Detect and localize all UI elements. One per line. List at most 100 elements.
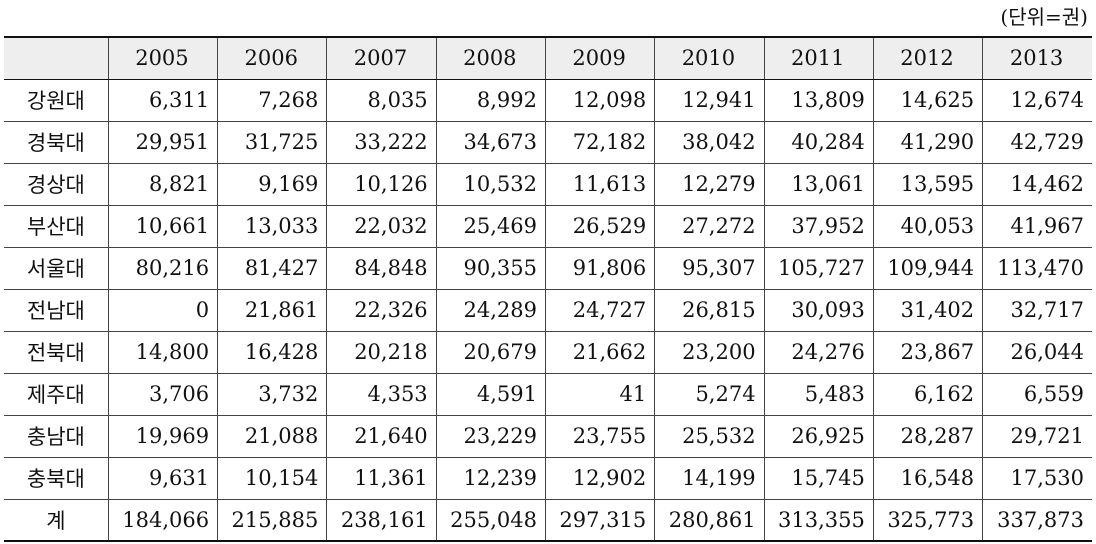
table-cell: 21,861	[217, 289, 327, 332]
table-cell: 25,532	[654, 415, 765, 458]
year-header: 2011	[763, 36, 874, 80]
table-row: 서울대 80,216 81,427 84,848 90,355 91,806 95,307 1…	[4, 247, 1092, 290]
row-label: 서울대	[4, 247, 109, 290]
table-cell: 12,941	[654, 79, 765, 122]
table-cell: 22,032	[326, 205, 437, 248]
table-cell: 297,315	[544, 499, 655, 542]
table-cell: 13,061	[763, 163, 874, 206]
unit-note: (단위=권)	[1000, 5, 1088, 29]
table-row: 전남대 0 21,861 22,326 24,289 24,727 26,815 30,093…	[4, 289, 1092, 332]
table-cell: 28,287	[872, 415, 983, 458]
row-label: 제주대	[4, 373, 109, 416]
table-cell: 24,289	[435, 289, 546, 332]
table-cell: 24,727	[544, 289, 655, 332]
table-cell: 5,483	[763, 373, 874, 416]
table-cell: 12,674	[982, 79, 1092, 122]
table-cell: 16,548	[872, 457, 983, 500]
table-cell: 16,428	[217, 331, 327, 374]
table-cell: 12,098	[544, 79, 655, 122]
table-cell: 238,161	[326, 499, 437, 542]
table-cell: 184,066	[107, 499, 218, 542]
table-cell: 11,361	[326, 457, 437, 500]
table-cell: 6,162	[872, 373, 983, 416]
table-cell: 280,861	[654, 499, 765, 542]
table-cell: 3,732	[217, 373, 327, 416]
table-cell: 23,867	[872, 331, 983, 374]
table-cell: 4,353	[326, 373, 437, 416]
table-cell: 215,885	[217, 499, 327, 542]
table-row: 제주대 3,706 3,732 4,353 4,591 41 5,274 5,483 6,162…	[4, 373, 1092, 416]
year-header: 2008	[435, 36, 546, 80]
year-header: 2009	[544, 36, 655, 80]
table-cell: 29,721	[982, 415, 1092, 458]
row-label: 부산대	[4, 205, 109, 248]
table-cell: 41,967	[982, 205, 1092, 248]
table-cell: 105,727	[763, 247, 874, 290]
table-cell: 12,279	[654, 163, 765, 206]
table-cell: 31,725	[217, 121, 327, 164]
table-cell: 9,631	[107, 457, 218, 500]
row-label: 경상대	[4, 163, 109, 206]
table-cell: 72,182	[544, 121, 655, 164]
table-cell: 41,290	[872, 121, 983, 164]
table-cell: 4,591	[435, 373, 546, 416]
year-header: 2010	[654, 36, 765, 80]
table-cell: 13,033	[217, 205, 327, 248]
table-row: 경상대 8,821 9,169 10,126 10,532 11,613 12,279 13,…	[4, 163, 1092, 206]
table-cell: 25,469	[435, 205, 546, 248]
table-cell: 30,093	[763, 289, 874, 332]
table-cell: 33,222	[326, 121, 437, 164]
table-cell: 95,307	[654, 247, 765, 290]
table-cell: 12,239	[435, 457, 546, 500]
table-cell: 42,729	[982, 121, 1092, 164]
year-header: 2006	[217, 36, 327, 80]
table-cell: 14,625	[872, 79, 983, 122]
table-cell: 27,272	[654, 205, 765, 248]
header-row: 2005 2006 2007 2008 2009 2010 2011 2012 …	[4, 36, 1092, 80]
table-cell: 31,402	[872, 289, 983, 332]
table-cell: 13,809	[763, 79, 874, 122]
table-cell: 41	[544, 373, 655, 416]
table-cell: 40,284	[763, 121, 874, 164]
table-cell: 255,048	[435, 499, 546, 542]
table-cell: 13,595	[872, 163, 983, 206]
year-header: 2012	[872, 36, 983, 80]
total-row: 계 184,066 215,885 238,161 255,048 297,315 280,…	[4, 499, 1092, 542]
table-cell: 8,992	[435, 79, 546, 122]
table-cell: 10,532	[435, 163, 546, 206]
table-cell: 10,154	[217, 457, 327, 500]
table-cell: 313,355	[763, 499, 874, 542]
table-cell: 9,169	[217, 163, 327, 206]
row-label: 경북대	[4, 121, 109, 164]
table-cell: 0	[107, 289, 218, 332]
table-cell: 11,613	[544, 163, 655, 206]
table-cell: 24,276	[763, 331, 874, 374]
row-label: 전북대	[4, 331, 109, 374]
table-cell: 38,042	[654, 121, 765, 164]
table-cell: 80,216	[107, 247, 218, 290]
table-cell: 23,755	[544, 415, 655, 458]
table-cell: 29,951	[107, 121, 218, 164]
table-cell: 37,952	[763, 205, 874, 248]
table-cell: 337,873	[982, 499, 1092, 542]
table-cell: 19,969	[107, 415, 218, 458]
table-cell: 8,035	[326, 79, 437, 122]
table-row: 충남대 19,969 21,088 21,640 23,229 23,755 25,532 2…	[4, 415, 1092, 458]
row-label: 계	[4, 499, 109, 542]
table-row: 강원대 6,311 7,268 8,035 8,992 12,098 12,941 13,80…	[4, 79, 1092, 122]
table-cell: 20,679	[435, 331, 546, 374]
year-header: 2013	[982, 36, 1092, 80]
table-cell: 90,355	[435, 247, 546, 290]
table-cell: 26,044	[982, 331, 1092, 374]
table-row: 전북대 14,800 16,428 20,218 20,679 21,662 23,200 2…	[4, 331, 1092, 374]
table-cell: 32,717	[982, 289, 1092, 332]
header-corner	[4, 36, 109, 80]
table-cell: 5,274	[654, 373, 765, 416]
table-cell: 10,661	[107, 205, 218, 248]
year-header: 2007	[326, 36, 437, 80]
table-cell: 12,902	[544, 457, 655, 500]
table-cell: 22,326	[326, 289, 437, 332]
table-cell: 21,662	[544, 331, 655, 374]
row-label: 충북대	[4, 457, 109, 500]
year-header: 2005	[107, 36, 218, 80]
